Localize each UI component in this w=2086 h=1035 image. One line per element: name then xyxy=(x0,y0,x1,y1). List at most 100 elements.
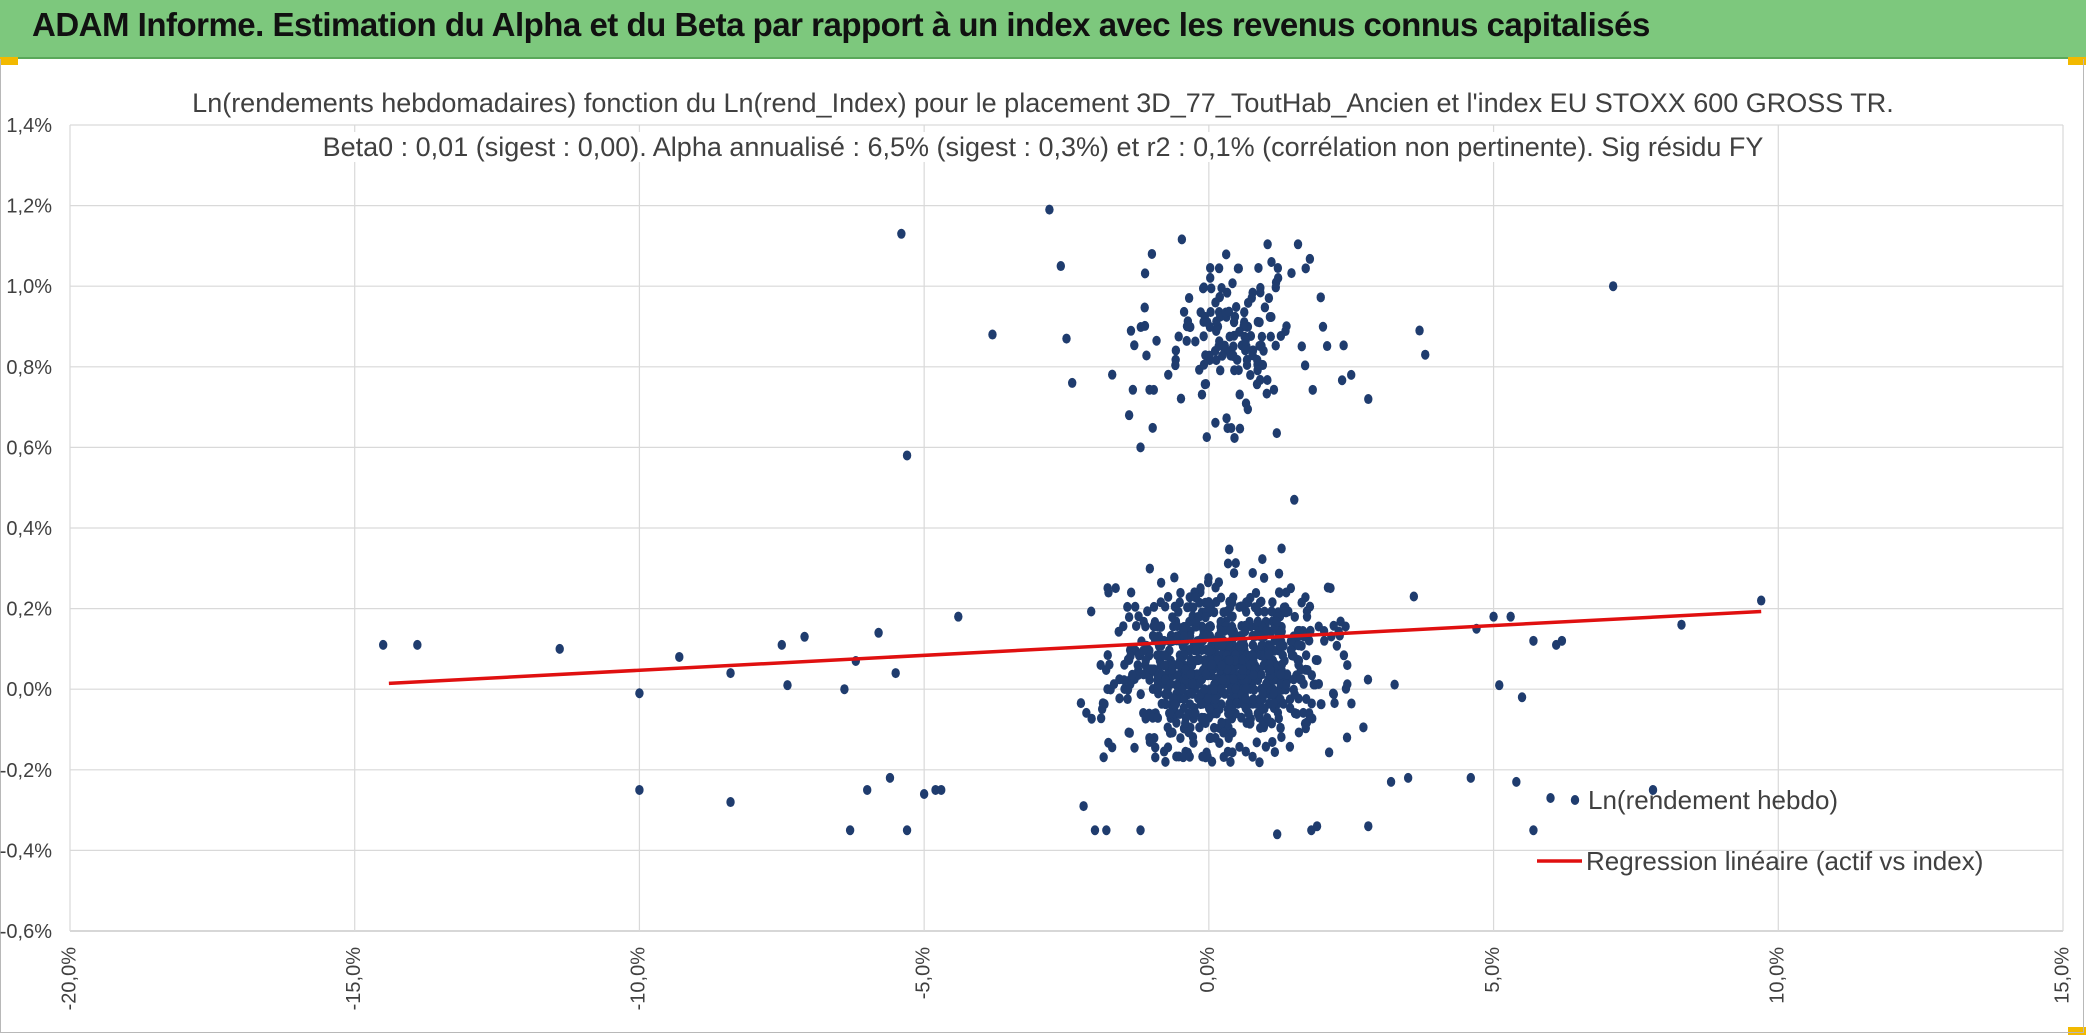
data-point xyxy=(1324,747,1334,758)
data-point xyxy=(1253,616,1263,627)
data-point xyxy=(1260,302,1270,313)
data-point xyxy=(1062,333,1071,344)
data-point xyxy=(1302,694,1311,705)
data-point xyxy=(1199,359,1209,370)
data-point xyxy=(1211,694,1220,705)
data-point xyxy=(1173,621,1182,632)
data-point xyxy=(1277,543,1286,554)
data-point xyxy=(1276,722,1285,733)
data-point xyxy=(1099,752,1108,763)
data-point xyxy=(1276,330,1286,341)
data-point xyxy=(897,228,906,239)
data-point xyxy=(1272,829,1282,840)
data-point xyxy=(1205,704,1214,715)
data-point xyxy=(1546,793,1555,804)
data-point xyxy=(1224,640,1233,651)
data-point xyxy=(1364,821,1373,832)
data-point xyxy=(1123,684,1133,695)
data-point xyxy=(1179,752,1188,763)
data-point xyxy=(1248,567,1257,578)
data-point xyxy=(1148,422,1157,433)
data-point xyxy=(1179,693,1189,704)
data-point xyxy=(1274,587,1284,598)
data-point xyxy=(1339,650,1349,661)
data-point xyxy=(1251,587,1261,598)
data-point xyxy=(1221,249,1231,260)
data-point xyxy=(1215,292,1224,303)
data-point xyxy=(1179,631,1189,642)
data-point xyxy=(1216,625,1226,636)
chart-title: Ln(rendements hebdomadaires) fonction du… xyxy=(186,88,1900,118)
data-point xyxy=(1257,331,1267,342)
data-point xyxy=(1175,708,1185,719)
data-point xyxy=(1147,248,1157,259)
data-point xyxy=(1164,369,1173,380)
data-point xyxy=(1130,742,1139,753)
data-point xyxy=(1286,645,1296,656)
data-point xyxy=(1210,684,1219,695)
data-point xyxy=(1243,404,1253,415)
data-point xyxy=(1235,389,1244,400)
data-point xyxy=(1253,354,1262,365)
data-point xyxy=(1342,732,1352,743)
data-point xyxy=(1174,606,1183,617)
data-point xyxy=(1266,331,1275,342)
data-point xyxy=(1133,660,1142,671)
data-point xyxy=(1203,693,1213,704)
data-point xyxy=(1206,732,1215,743)
data-point xyxy=(1148,630,1158,641)
data-point xyxy=(1273,263,1283,274)
data-point xyxy=(1107,742,1117,753)
data-point xyxy=(1273,272,1283,283)
data-point xyxy=(1386,776,1396,787)
data-point xyxy=(1240,626,1250,637)
data-point xyxy=(1147,664,1157,675)
data-point xyxy=(1145,737,1155,748)
data-point xyxy=(1139,616,1148,627)
data-point xyxy=(1102,825,1111,836)
data-point xyxy=(1359,722,1368,733)
data-point xyxy=(1103,583,1112,594)
data-point xyxy=(891,668,900,679)
data-point xyxy=(1289,674,1298,685)
data-point xyxy=(1226,756,1235,767)
data-point xyxy=(1255,317,1264,328)
chart-frame xyxy=(0,59,2084,1033)
data-point xyxy=(1506,611,1515,622)
data-point xyxy=(1246,718,1255,729)
data-point xyxy=(1294,727,1304,738)
data-point xyxy=(1231,558,1240,569)
data-point xyxy=(1205,350,1214,361)
data-point xyxy=(1124,612,1134,623)
x-tick-label: -10,0% xyxy=(628,947,650,1011)
data-point xyxy=(1136,442,1145,453)
data-point xyxy=(635,784,644,795)
x-tick-label: -15,0% xyxy=(343,947,365,1011)
data-point xyxy=(1097,704,1107,715)
data-point xyxy=(1087,713,1096,724)
data-point xyxy=(1045,204,1054,215)
data-point xyxy=(1223,558,1233,569)
data-point xyxy=(1295,625,1304,636)
data-point xyxy=(1235,741,1244,752)
data-point xyxy=(1215,737,1224,748)
data-point xyxy=(1231,684,1240,695)
data-point xyxy=(1320,635,1329,646)
data-point xyxy=(1311,679,1320,690)
data-point xyxy=(1278,650,1287,661)
data-point xyxy=(1300,360,1310,371)
data-point xyxy=(1272,428,1281,439)
data-point xyxy=(1126,587,1136,598)
data-point xyxy=(1343,679,1352,690)
data-point xyxy=(1079,801,1088,812)
data-point xyxy=(845,825,855,836)
data-point xyxy=(1177,234,1187,245)
y-tick-label: -0,4% xyxy=(0,840,52,862)
data-point xyxy=(1115,693,1124,704)
data-point xyxy=(1153,683,1162,694)
data-point xyxy=(1272,616,1281,627)
data-point xyxy=(1067,377,1077,388)
data-point xyxy=(1261,741,1271,752)
data-point xyxy=(1105,659,1114,670)
data-point xyxy=(1191,645,1201,656)
